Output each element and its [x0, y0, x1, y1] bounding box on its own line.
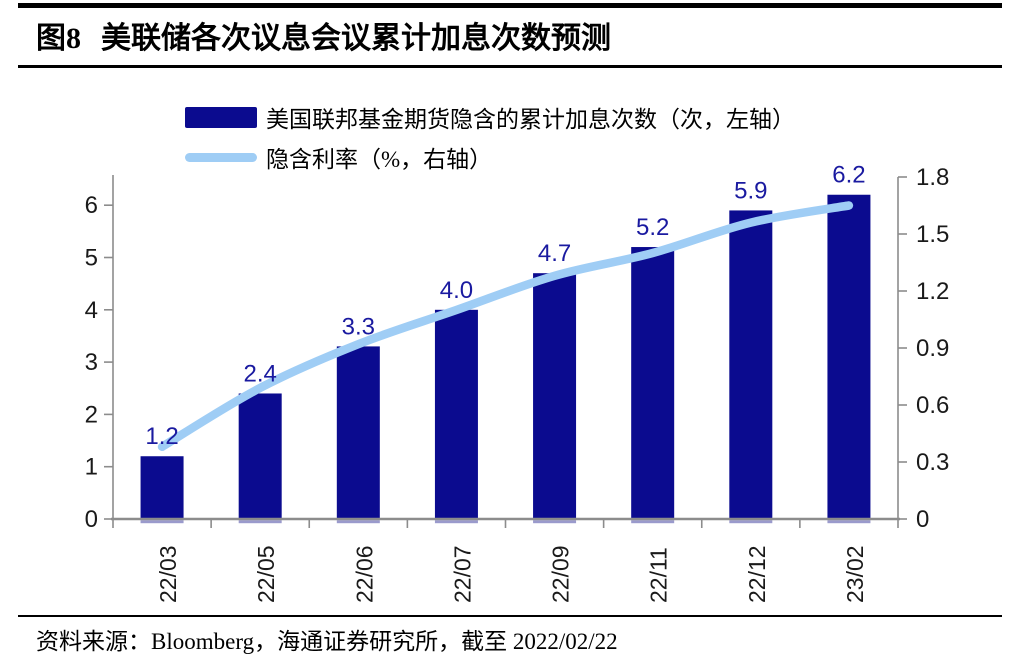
- figure-title-text: 美联储各次议息会议累计加息次数预测: [101, 22, 611, 55]
- bar-value-label: 4.7: [538, 240, 571, 267]
- legend-item-line: 隐含利率（%，右轴）: [185, 141, 492, 173]
- right-axis-tick-label: 1.5: [916, 221, 949, 248]
- bar: [336, 346, 380, 519]
- bar-base-strip: [729, 520, 773, 524]
- title-divider-rule: [18, 65, 1002, 68]
- x-axis-category-label: 22/07: [449, 545, 475, 603]
- bar-base-strip: [533, 520, 577, 524]
- figure-title: 图8 美联储各次议息会议累计加息次数预测: [36, 13, 611, 57]
- legend-label-line: 隐含利率（%，右轴）: [266, 147, 493, 172]
- left-axis-tick-label: 1: [85, 454, 98, 481]
- left-axis-tick-label: 0: [85, 506, 98, 533]
- figure-number: 图8: [36, 22, 81, 55]
- bar-series-swatch-icon: [185, 106, 257, 128]
- right-axis-tick-label: 1.2: [916, 278, 949, 305]
- bar-base-strip: [631, 520, 675, 524]
- source-note: 资料来源：Bloomberg，海通证券研究所，截至 2022/02/22: [36, 629, 618, 654]
- bar-value-label: 5.2: [636, 214, 669, 241]
- right-axis-tick-label: 0.9: [916, 335, 949, 362]
- bar-value-label: 5.9: [734, 177, 767, 204]
- right-axis-tick-label: 0: [916, 506, 929, 533]
- bar: [238, 393, 282, 519]
- x-axis-category-label: 22/09: [548, 545, 574, 603]
- bar: [533, 273, 577, 519]
- x-axis-category-label: 22/11: [646, 547, 672, 603]
- bar: [729, 210, 773, 519]
- x-axis-category-label: 22/03: [155, 545, 181, 603]
- right-axis-tick-label: 0.6: [916, 392, 949, 419]
- line-series-swatch-icon: [185, 152, 257, 162]
- bar-base-strip: [827, 520, 871, 524]
- bar-value-label: 4.0: [440, 277, 473, 304]
- x-axis-category-label: 22/06: [351, 545, 377, 603]
- right-axis-tick-label: 0.3: [916, 449, 949, 476]
- bar-value-label: 1.2: [145, 423, 178, 450]
- bar-value-label: 2.4: [244, 360, 277, 387]
- footer-rule: [18, 615, 1002, 617]
- bar-base-strip: [140, 520, 184, 524]
- left-axis-tick-label: 5: [85, 245, 98, 272]
- x-axis-category-label: 23/02: [842, 545, 868, 603]
- bar: [140, 456, 184, 519]
- x-axis-category-label: 22/12: [744, 545, 770, 603]
- bar-base-strip: [336, 520, 380, 524]
- left-axis-tick-label: 2: [85, 401, 98, 428]
- left-axis-tick-label: 6: [85, 192, 98, 219]
- bar-base-strip: [434, 520, 478, 524]
- top-rule: [18, 3, 1002, 8]
- bar-value-label: 3.3: [342, 313, 375, 340]
- left-axis-tick-label: 3: [85, 349, 98, 376]
- right-axis-tick-label: 1.8: [916, 164, 949, 191]
- bar: [827, 194, 871, 520]
- legend-label-bars: 美国联邦基金期货隐含的累计加息次数（次，左轴）: [266, 107, 795, 132]
- left-axis-tick-label: 4: [85, 297, 98, 324]
- bar-value-label: 6.2: [832, 162, 865, 189]
- x-axis-category-label: 22/05: [253, 545, 279, 603]
- bar: [434, 309, 478, 519]
- bar: [631, 247, 675, 520]
- legend-item-bars: 美国联邦基金期货隐含的累计加息次数（次，左轴）: [185, 101, 795, 133]
- implied-rate-line: [157, 201, 854, 452]
- bar-base-strip: [238, 520, 282, 524]
